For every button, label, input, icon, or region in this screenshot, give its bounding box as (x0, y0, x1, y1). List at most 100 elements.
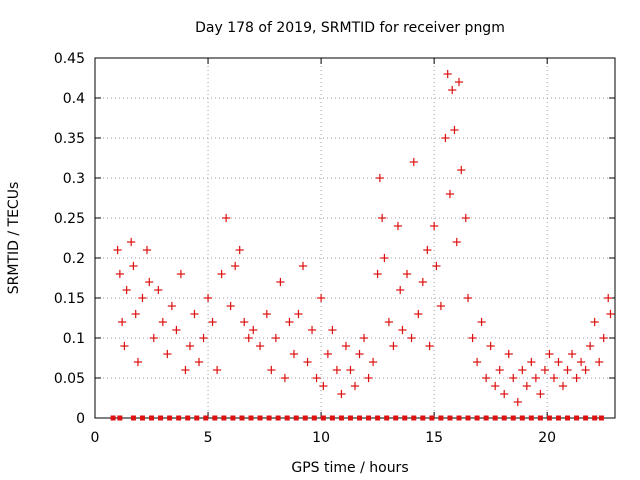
data-point (194, 357, 204, 367)
y-tick-label: 0.2 (63, 251, 85, 267)
data-point (328, 325, 337, 335)
zero-marker (221, 415, 227, 421)
data-point (518, 365, 527, 375)
data-point (604, 293, 613, 303)
data-point (249, 325, 258, 335)
zero-marker (257, 415, 263, 421)
data-point (586, 341, 595, 351)
data-point (545, 349, 554, 359)
data-point (452, 237, 461, 247)
zero-marker (347, 415, 353, 421)
data-point (118, 317, 127, 327)
y-tick-label: 0.45 (54, 51, 85, 67)
y-tick-label: 0.4 (63, 91, 85, 107)
data-point (294, 309, 303, 319)
grid (95, 58, 615, 418)
data-point (346, 365, 355, 375)
data-point (378, 213, 387, 223)
x-tick-label: 15 (425, 430, 443, 446)
data-point (436, 301, 446, 311)
zero-marker (592, 415, 598, 421)
data-point (581, 365, 590, 375)
y-tick-label: 0.25 (54, 211, 85, 227)
data-point (468, 333, 477, 343)
zero-marker (510, 415, 516, 421)
zero-marker (492, 415, 498, 421)
data-point (280, 373, 290, 383)
data-point (445, 189, 455, 199)
data-point (289, 349, 299, 359)
data-points (113, 69, 615, 407)
data-point (226, 301, 235, 311)
zero-marker (429, 415, 435, 421)
data-point (563, 365, 572, 375)
data-point (450, 125, 459, 135)
zero-marker (302, 415, 308, 421)
zero-marker (275, 415, 281, 421)
data-point (432, 261, 441, 271)
data-point (393, 221, 403, 231)
data-point (418, 277, 427, 287)
data-point (606, 309, 615, 319)
data-point (231, 261, 240, 271)
x-tick-label: 5 (204, 430, 213, 446)
x-axis-label: GPS time / hours (291, 460, 408, 476)
data-point (244, 333, 253, 343)
zero-marker (375, 415, 381, 421)
zero-marker (139, 415, 145, 421)
data-point (531, 373, 540, 383)
zero-marker (266, 415, 272, 421)
data-point (332, 365, 342, 375)
x-tick-label: 20 (538, 430, 556, 446)
data-point (359, 333, 369, 343)
data-point (149, 333, 158, 343)
data-point (558, 381, 568, 391)
data-point (540, 365, 550, 375)
data-point (199, 333, 208, 343)
data-point (316, 293, 326, 303)
data-point (217, 269, 226, 279)
data-point (500, 389, 509, 399)
data-point (262, 309, 271, 319)
data-point (389, 341, 398, 351)
zero-marker (384, 415, 390, 421)
zero-marker (248, 415, 254, 421)
data-point (504, 349, 513, 359)
data-point (145, 277, 154, 287)
data-point (536, 389, 545, 399)
data-point (176, 269, 186, 279)
zero-marker (176, 415, 182, 421)
data-point (443, 69, 452, 79)
zero-markers (110, 415, 604, 421)
y-tick-label: 0.3 (63, 171, 85, 187)
data-point (163, 349, 172, 359)
zero-marker (366, 415, 372, 421)
zero-marker (546, 415, 552, 421)
zero-marker (456, 415, 462, 421)
zero-marker (519, 415, 525, 421)
y-tick-label: 0.15 (54, 291, 85, 307)
data-point (590, 317, 599, 327)
data-point (285, 317, 294, 327)
plot-border (94, 57, 616, 419)
data-point (477, 317, 486, 327)
zero-marker (149, 415, 155, 421)
data-point (129, 261, 138, 271)
data-point (222, 213, 231, 223)
zero-marker (130, 415, 136, 421)
zero-marker (293, 415, 299, 421)
data-point (267, 365, 276, 375)
data-point (341, 341, 351, 351)
data-point (549, 373, 559, 383)
zero-marker (537, 415, 543, 421)
data-point (595, 357, 604, 367)
data-point (513, 397, 522, 407)
data-point (364, 373, 373, 383)
data-point (495, 365, 504, 375)
data-point (350, 381, 360, 391)
data-point (122, 285, 131, 295)
zero-marker (447, 415, 453, 421)
data-point (235, 245, 244, 255)
zero-marker (583, 415, 589, 421)
data-point (486, 341, 495, 351)
